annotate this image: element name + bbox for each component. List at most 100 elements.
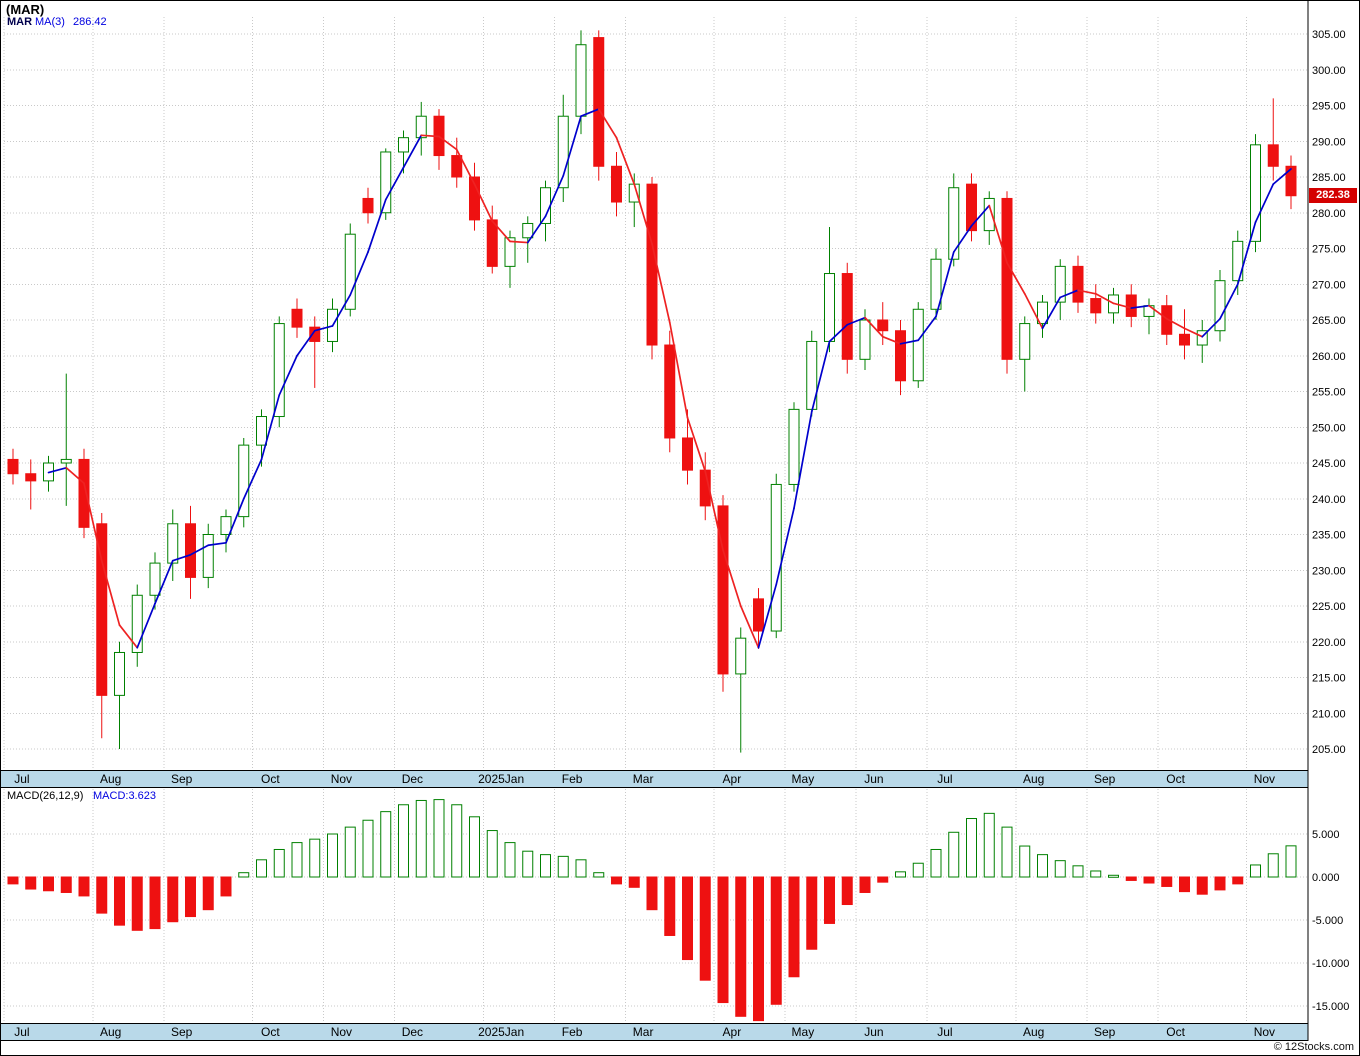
candle — [96, 513, 108, 739]
macd-tick-label: -10.000 — [1312, 958, 1349, 970]
candle — [753, 588, 764, 649]
month-label: Oct — [1166, 772, 1185, 786]
macd-bar — [557, 855, 569, 878]
macd-bar — [1054, 860, 1066, 878]
candle — [25, 459, 37, 510]
macd-tick-label: 0.000 — [1312, 872, 1340, 884]
month-label: Sep — [171, 1025, 193, 1039]
macd-bar — [504, 842, 516, 878]
month-label: Jun — [864, 772, 883, 786]
month-label: Aug — [100, 772, 121, 786]
macd-bar — [327, 833, 338, 878]
price-tick-label: 255.00 — [1312, 387, 1346, 399]
macd-bar — [522, 850, 534, 878]
macd-bar — [646, 876, 658, 911]
macd-bar — [699, 876, 711, 981]
macd-bar — [1161, 876, 1173, 887]
candle — [930, 248, 942, 320]
month-label: Oct — [1166, 1025, 1185, 1039]
month-label: May — [792, 1025, 815, 1039]
candle — [1143, 298, 1155, 335]
price-tick-label: 210.00 — [1312, 708, 1346, 720]
month-label: May — [792, 772, 815, 786]
candle — [273, 316, 285, 428]
month-label: Sep — [171, 772, 193, 786]
month-label: Aug — [1023, 1025, 1044, 1039]
macd-bar — [1179, 876, 1190, 893]
macd-bar — [824, 876, 835, 924]
price-tick-label: 265.00 — [1312, 315, 1346, 327]
candle — [380, 148, 392, 220]
month-label: 2025Jan — [478, 1025, 524, 1039]
macd-bar — [291, 842, 303, 878]
macd-indicator-value: MACD:3.623 — [93, 790, 156, 802]
month-label: Jul — [937, 1025, 952, 1039]
candle — [220, 509, 232, 553]
month-label: Nov — [331, 772, 352, 786]
candle — [540, 180, 551, 242]
macd-bar — [451, 804, 463, 878]
month-label: Nov — [1254, 1025, 1275, 1039]
month-label: Jul — [14, 1025, 29, 1039]
macd-bar — [912, 862, 924, 878]
macd-bar — [1108, 874, 1119, 878]
price-tick-label: 215.00 — [1312, 673, 1346, 685]
macd-bar — [806, 876, 818, 950]
candle — [1179, 309, 1190, 360]
candle — [486, 205, 498, 274]
macd-bar — [273, 848, 285, 878]
price-tick-label: 230.00 — [1312, 565, 1346, 577]
macd-bar — [540, 854, 551, 878]
macd-bar — [344, 826, 356, 878]
macd-bar — [877, 876, 889, 883]
macd-bar — [25, 876, 37, 890]
macd-bar — [202, 876, 214, 911]
candle — [1054, 259, 1066, 320]
candle — [7, 448, 19, 485]
price-tick-label: 270.00 — [1312, 279, 1346, 291]
month-label: Nov — [331, 1025, 352, 1039]
candlesticks — [7, 30, 1297, 753]
month-axis-band-bottom — [1, 1023, 1308, 1041]
macd-bar — [433, 799, 445, 878]
macd-bar — [1250, 864, 1261, 878]
price-tick-label: 225.00 — [1312, 601, 1346, 613]
macd-bar — [1072, 865, 1084, 878]
month-label: Jun — [864, 1025, 883, 1039]
candle — [1285, 155, 1297, 210]
candle — [682, 409, 693, 485]
candle — [1037, 294, 1048, 338]
macd-bar — [1090, 870, 1102, 878]
macd-bar — [966, 818, 977, 878]
candle — [344, 223, 356, 317]
macd-axis-labels: 5.000 0.000 -5.000 -10.000 -15.000 — [1312, 829, 1349, 1013]
month-labels-bottom: Jul Aug Sep Oct Nov Dec 2025Jan Feb Mar Apr May Jun… — [14, 1025, 1275, 1039]
macd-bar — [788, 876, 800, 978]
macd-bar — [43, 876, 54, 892]
month-label: 2025Jan — [478, 772, 524, 786]
macd-bar — [1143, 876, 1155, 884]
candle — [877, 302, 889, 346]
month-label: Sep — [1094, 772, 1116, 786]
price-tick-label: 250.00 — [1312, 422, 1346, 434]
candle — [202, 523, 214, 589]
candle — [593, 30, 605, 181]
candle — [149, 552, 161, 610]
price-tick-label: 305.00 — [1312, 29, 1346, 41]
macd-bar — [841, 876, 853, 906]
price-gridlines — [4, 33, 1307, 750]
macd-bar — [362, 819, 374, 878]
month-axis-band-top — [1, 770, 1308, 788]
macd-bar — [1125, 876, 1137, 881]
candle — [1125, 284, 1137, 328]
candle — [788, 402, 800, 492]
macd-bar — [309, 838, 321, 878]
macd-bar — [1232, 876, 1244, 885]
candle — [966, 173, 977, 242]
macd-bar — [717, 876, 729, 1004]
ma-legend-value: 286.42 — [73, 16, 107, 28]
candle — [451, 137, 463, 188]
candle — [859, 309, 871, 371]
macd-gridlines — [4, 833, 1307, 1007]
